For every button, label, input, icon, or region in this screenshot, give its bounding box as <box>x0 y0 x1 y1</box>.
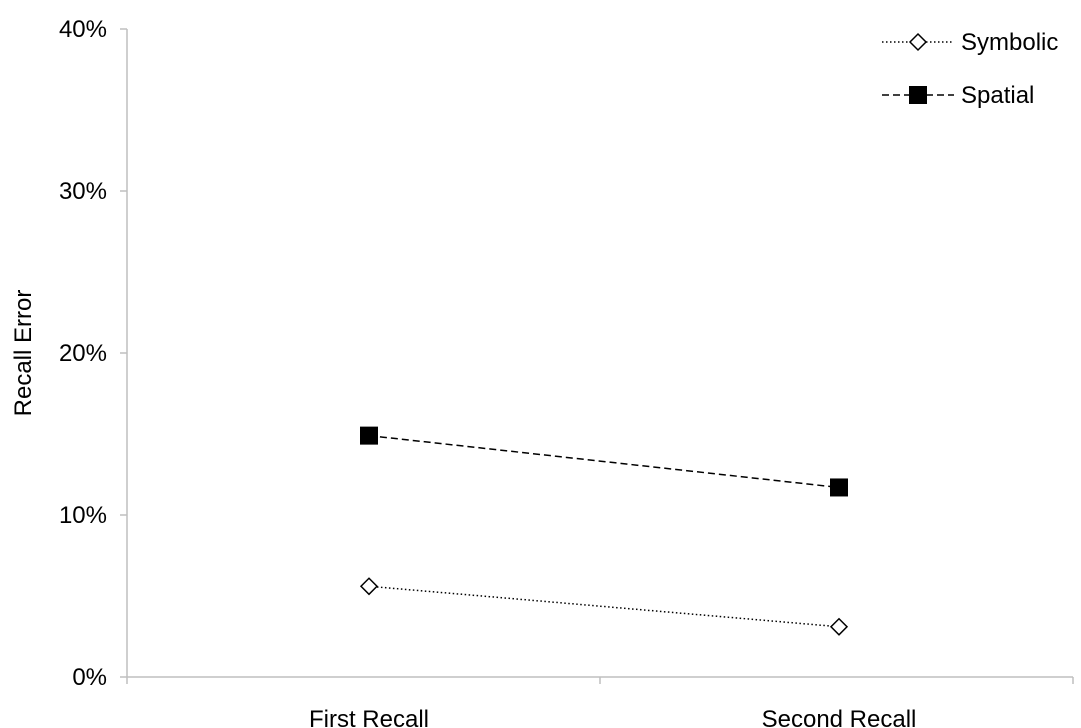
y-tick-label: 0% <box>72 664 107 691</box>
y-axis-title: Recall Error <box>10 290 37 417</box>
x-tick-label: Second Recall <box>762 706 917 728</box>
x-axis: First Recall Second Recall <box>127 677 1073 728</box>
legend-item-spatial: Spatial <box>882 82 1034 109</box>
legend-label: Symbolic <box>961 29 1058 56</box>
y-tick-label: 10% <box>59 502 107 529</box>
y-tick-label: 40% <box>59 16 107 43</box>
x-tick-label: First Recall <box>309 706 429 728</box>
legend: Symbolic Spatial <box>882 29 1058 109</box>
y-axis: 0% 10% 20% 30% 40% <box>59 16 127 691</box>
legend-label: Spatial <box>961 82 1034 109</box>
series-symbolic <box>361 578 847 635</box>
diamond-marker <box>831 619 847 635</box>
legend-item-symbolic: Symbolic <box>882 29 1058 56</box>
y-tick-label: 30% <box>59 178 107 205</box>
series-line <box>369 586 839 627</box>
series-layer <box>360 427 848 635</box>
y-tick-label: 20% <box>59 340 107 367</box>
series-line <box>369 436 839 488</box>
square-marker <box>830 478 848 496</box>
square-marker <box>360 427 378 445</box>
diamond-marker <box>361 578 377 594</box>
square-marker <box>909 86 927 104</box>
series-spatial <box>360 427 848 497</box>
diamond-marker <box>910 34 926 50</box>
